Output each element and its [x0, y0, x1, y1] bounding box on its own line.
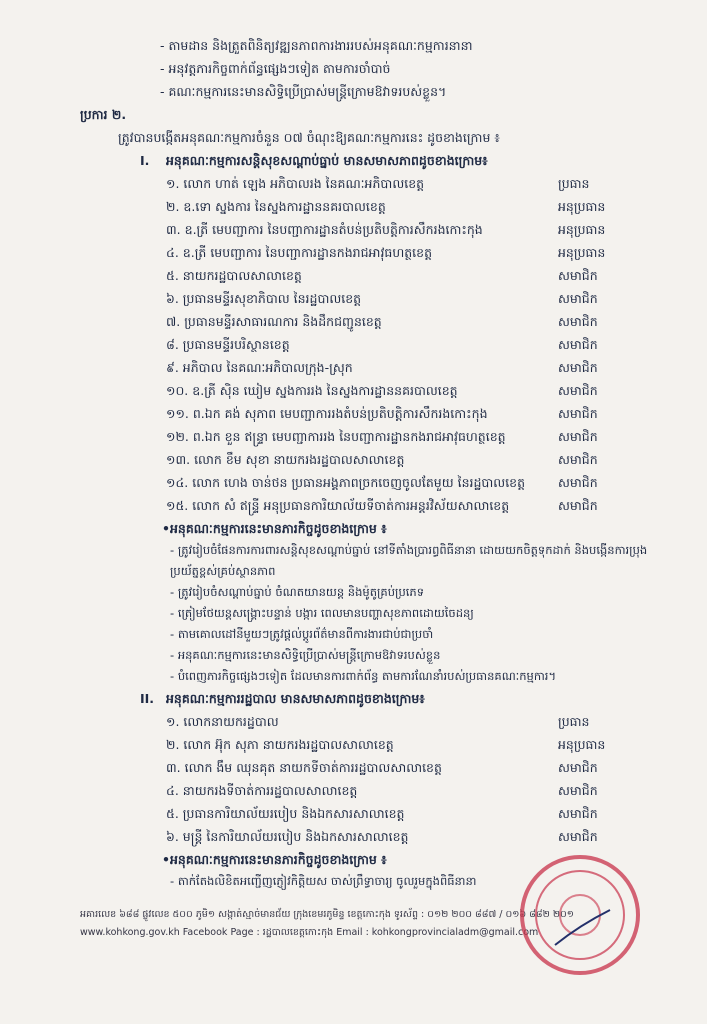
member-role: សមាជិក — [558, 760, 598, 775]
member-row: ១. លោកនាយករដ្ឋបាល ប្រធាន — [0, 710, 707, 733]
member-role: សមាជិក — [558, 314, 598, 329]
member-row: ៣. ឧ.ត្រី មេបញ្ជាការ នៃបញ្ជាការដ្ឋានតំបន… — [0, 218, 707, 241]
member-role: សមាជិក — [558, 429, 598, 444]
bullet-item: អនុវត្តភារកិច្ចពាក់ព័ន្ធផ្សេងៗទៀត តាមការ… — [0, 57, 707, 80]
member-role: សមាជិក — [558, 783, 598, 798]
member-role: សមាជិក — [558, 291, 598, 306]
duty-item: អនុគណៈកម្មការនេះមានសិទ្ធិប្រើប្រាស់មន្ត្… — [0, 645, 650, 666]
member-role: សមាជិក — [558, 406, 598, 421]
article-intro: ត្រូវបានបង្កើតអនុគណៈកម្មការចំនួន ០៧ ចំណុ… — [118, 130, 500, 145]
member-text: ១០. ឧ.ត្រី ស៊ិន ឃៀម ស្នងការរង នៃស្នងការដ… — [166, 383, 458, 398]
member-role: សមាជិក — [558, 268, 598, 283]
member-role: អនុប្រធាន — [558, 245, 606, 260]
member-row: ៧. ប្រធានមន្ទីរសាធារណការ និងដឹកជញ្ជូនខេត… — [0, 310, 707, 333]
member-text: ៣. លោក ងឹម ឈុនគុត នាយកទីចាត់ការរដ្ឋបាលសា… — [166, 760, 442, 775]
document-body: តាមដាន និងត្រួតពិនិត្យវឌ្ឍនភាពការងាររបស់… — [0, 34, 707, 892]
member-row: ៦. មន្ត្រី នៃការិយាល័យរបៀប និងឯកសារសាលាខ… — [0, 825, 707, 848]
member-row: ១. លោក ហាត់ ឡេង អភិបាលរង នៃគណៈអភិបាលខេត្… — [0, 172, 707, 195]
section-heading: II. អនុគណៈកម្មការរដ្ឋបាល មានសមាសភាពដូចខាង… — [0, 687, 707, 710]
member-row: ២. លោក អ៊ុក សុភា នាយករងរដ្ឋបាលសាលាខេត្ត អ… — [0, 733, 707, 756]
article-label: ប្រការ ២. — [80, 107, 127, 122]
member-text: ៣. ឧ.ត្រី មេបញ្ជាការ នៃបញ្ជាការដ្ឋានតំបន… — [166, 222, 483, 237]
member-role: សមាជិក — [558, 829, 598, 844]
section-numeral: II. — [140, 691, 155, 706]
member-row: ៣. លោក ងឹម ឈុនគុត នាយកទីចាត់ការរដ្ឋបាលសា… — [0, 756, 707, 779]
member-text: ៩. អភិបាល នៃគណៈអភិបាលក្រុង-ស្រុក — [166, 360, 353, 375]
member-role: អនុប្រធាន — [558, 737, 606, 752]
member-text: ៥. នាយករដ្ឋបាលសាលាខេត្ត — [166, 268, 302, 283]
footer-links: www.kohkong.gov.kh Facebook Page : រដ្ឋប… — [80, 927, 539, 938]
bullet-item: តាមដាន និងត្រួតពិនិត្យវឌ្ឍនភាពការងាររបស់… — [0, 34, 707, 57]
member-text: ៨. ប្រធានមន្ទីរបរិស្ថានខេត្ត — [166, 337, 290, 352]
member-row: ៤. ឧ.ត្រី មេបញ្ជាការ នៃបញ្ជាការដ្ឋានកងរា… — [0, 241, 707, 264]
member-row: ២. ឧ.ទោ ស្នងការ នៃស្នងការដ្ឋាននគរបាលខេត្… — [0, 195, 707, 218]
member-row: ៦. ប្រធានមន្ទីរសុខាភិបាល នៃរដ្ឋបាលខេត្ត ស… — [0, 287, 707, 310]
member-text: ១២. ព.ឯក ខួន ឥន្ទ្រា មេបញ្ជាការរង នៃបញ្ជ… — [166, 429, 506, 444]
footer: អគារលេខ ៦៨៨ ផ្លូវលេខ ៥០០ ភូមិ១ សង្កាត់ស្… — [80, 906, 640, 942]
member-text: ១៤. លោក ហេង ចាន់ថន ប្រធានអង្គភាពច្រកចេញច… — [166, 475, 526, 490]
duty-item: តាក់តែងលិខិតអញ្ជើញភ្ញៀវកិត្តិយស ចាស់ព្រឹ… — [0, 871, 650, 892]
member-role: សមាជិក — [558, 337, 598, 352]
official-stamp — [520, 855, 640, 975]
section-numeral: I. — [140, 153, 150, 168]
duty-item: ត្រៀមថែយន្តសង្គ្រោះបន្ទាន់ បង្ការ ពេលមាន… — [0, 603, 650, 624]
member-row: ៩. អភិបាល នៃគណៈអភិបាលក្រុង-ស្រុក សមាជិក — [0, 356, 707, 379]
duty-item: តាមគោលដៅនីមួយៗត្រូវផ្តល់ប្តូរព័ត៌មានពីកា… — [0, 624, 650, 645]
section-heading: I. អនុគណៈកម្មការសន្តិសុខសណ្តាប់ធ្នាប់ មាន… — [0, 149, 707, 172]
member-text: ១៥. លោក សំ ឥន្ទ្រី អនុប្រធានការិយាល័យទីច… — [166, 498, 510, 513]
member-row: ១៤. លោក ហេង ចាន់ថន ប្រធានអង្គភាពច្រកចេញច… — [0, 471, 707, 494]
member-role: ប្រធាន — [558, 714, 590, 729]
member-text: ៦. មន្ត្រី នៃការិយាល័យរបៀប និងឯកសារសាលាខ… — [166, 829, 409, 844]
member-row: ១១. ព.ឯក គង់ សុភាព មេបញ្ជាការរងតំបន់ប្រត… — [0, 402, 707, 425]
member-role: សមាជិក — [558, 475, 598, 490]
member-role: សមាជិក — [558, 452, 598, 467]
duty-item: ត្រូវរៀបចំផែនការការពារសន្តិសុខសណ្តាប់ធ្ន… — [0, 540, 650, 582]
duty-item: បំពេញភារកិច្ចផ្សេងៗទៀត ដែលមានការពាក់ព័ន្… — [0, 666, 650, 687]
member-row: ៥. ប្រធានការិយាល័យរបៀប និងឯកសារសាលាខេត្ត… — [0, 802, 707, 825]
member-row: ១៥. លោក សំ ឥន្ទ្រី អនុប្រធានការិយាល័យទីច… — [0, 494, 707, 517]
member-text: ៦. ប្រធានមន្ទីរសុខាភិបាល នៃរដ្ឋបាលខេត្ត — [166, 291, 362, 306]
member-role: សមាជិក — [558, 498, 598, 513]
member-row: ១២. ព.ឯក ខួន ឥន្ទ្រា មេបញ្ជាការរង នៃបញ្ជ… — [0, 425, 707, 448]
section-title: អនុគណៈកម្មការសន្តិសុខសណ្តាប់ធ្នាប់ មានសម… — [166, 153, 488, 168]
member-text: ១. លោក ហាត់ ឡេង អភិបាលរង នៃគណៈអភិបាលខេត្… — [166, 176, 425, 191]
member-text: ៥. ប្រធានការិយាល័យរបៀប និងឯកសារសាលាខេត្ត — [166, 806, 405, 821]
member-text: ១. លោកនាយករដ្ឋបាល — [166, 714, 279, 729]
member-text: ៤. នាយករងទីចាត់ការរដ្ឋបាលសាលាខេត្ត — [166, 783, 358, 798]
footer-address: អគារលេខ ៦៨៨ ផ្លូវលេខ ៥០០ ភូមិ១ សង្កាត់ស្… — [80, 909, 574, 920]
member-text: ៤. ឧ.ត្រី មេបញ្ជាការ នៃបញ្ជាការដ្ឋានកងរា… — [166, 245, 433, 260]
member-role: សមាជិក — [558, 383, 598, 398]
section-title: អនុគណៈកម្មការរដ្ឋបាល មានសមាសភាពដូចខាងក្រ… — [166, 691, 425, 706]
member-row: ៨. ប្រធានមន្ទីរបរិស្ថានខេត្ត សមាជិក — [0, 333, 707, 356]
duty-item: ត្រូវរៀបចំសណ្តាប់ធ្នាប់ ចំណតយានយន្ត និងម… — [0, 582, 650, 603]
member-text: ២. ឧ.ទោ ស្នងការ នៃស្នងការដ្ឋាននគរបាលខេត្… — [166, 199, 386, 214]
member-role: អនុប្រធាន — [558, 222, 606, 237]
member-role: សមាជិក — [558, 360, 598, 375]
member-role: ប្រធាន — [558, 176, 590, 191]
bullet-item: គណៈកម្មការនេះមានសិទ្ធិប្រើប្រាស់មន្ត្រីក… — [0, 80, 707, 103]
duties-heading: •អនុគណៈកម្មការនេះមានភារកិច្ចដូចខាងក្រោម … — [162, 521, 387, 536]
member-role: អនុប្រធាន — [558, 199, 606, 214]
member-row: ១៣. លោក ខឹម សុខា នាយករងរដ្ឋបាលសាលាខេត្ត ស… — [0, 448, 707, 471]
duties-heading: •អនុគណៈកម្មការនេះមានភារកិច្ចដូចខាងក្រោម … — [162, 852, 387, 867]
member-row: ៤. នាយករងទីចាត់ការរដ្ឋបាលសាលាខេត្ត សមាជិក — [0, 779, 707, 802]
member-text: ២. លោក អ៊ុក សុភា នាយករងរដ្ឋបាលសាលាខេត្ត — [166, 737, 394, 752]
member-text: ១៣. លោក ខឹម សុខា នាយករងរដ្ឋបាលសាលាខេត្ត — [166, 452, 405, 467]
member-role: សមាជិក — [558, 806, 598, 821]
member-text: ១១. ព.ឯក គង់ សុភាព មេបញ្ជាការរងតំបន់ប្រត… — [166, 406, 488, 421]
member-row: ៥. នាយករដ្ឋបាលសាលាខេត្ត សមាជិក — [0, 264, 707, 287]
member-row: ១០. ឧ.ត្រី ស៊ិន ឃៀម ស្នងការរង នៃស្នងការដ… — [0, 379, 707, 402]
member-text: ៧. ប្រធានមន្ទីរសាធារណការ និងដឹកជញ្ជូនខេត… — [166, 314, 382, 329]
